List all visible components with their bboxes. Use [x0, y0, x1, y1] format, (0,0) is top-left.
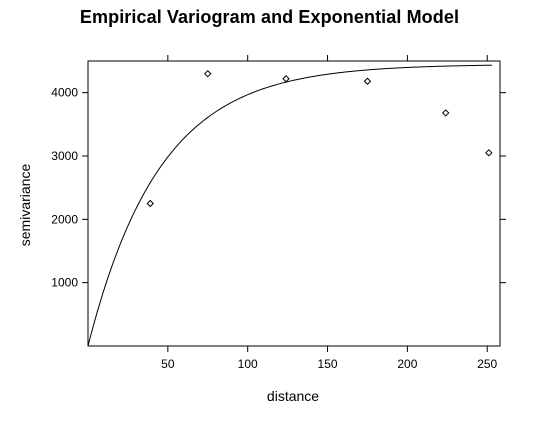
- empirical-point: [146, 199, 154, 208]
- y-tick-label: 2000: [51, 212, 78, 226]
- x-tick-label: 50: [161, 357, 175, 371]
- empirical-point: [363, 77, 372, 85]
- x-axis-title: distance: [267, 388, 319, 404]
- x-tick-label: 100: [238, 357, 258, 371]
- y-axis-title: semivariance: [17, 164, 33, 247]
- y-tick-label: 3000: [51, 149, 78, 163]
- y-tick-label: 4000: [51, 86, 78, 100]
- plot-frame: [87, 60, 501, 347]
- empirical-point: [441, 109, 450, 117]
- x-tick-label: 150: [318, 357, 338, 371]
- empirical-point: [485, 149, 493, 157]
- y-tick-label: 1000: [51, 276, 78, 290]
- x-tick-label: 200: [397, 357, 417, 371]
- chart-title: Empirical Variogram and Exponential Mode…: [79, 7, 460, 27]
- x-tick-label: 250: [477, 357, 497, 371]
- empirical-point: [204, 69, 212, 78]
- exponential-model-line: [87, 64, 493, 347]
- data-layer: [87, 64, 493, 347]
- axes-layer: 50 100 150 200 250 1000 2000 3000 4000: [51, 55, 506, 371]
- empirical-point: [282, 75, 290, 83]
